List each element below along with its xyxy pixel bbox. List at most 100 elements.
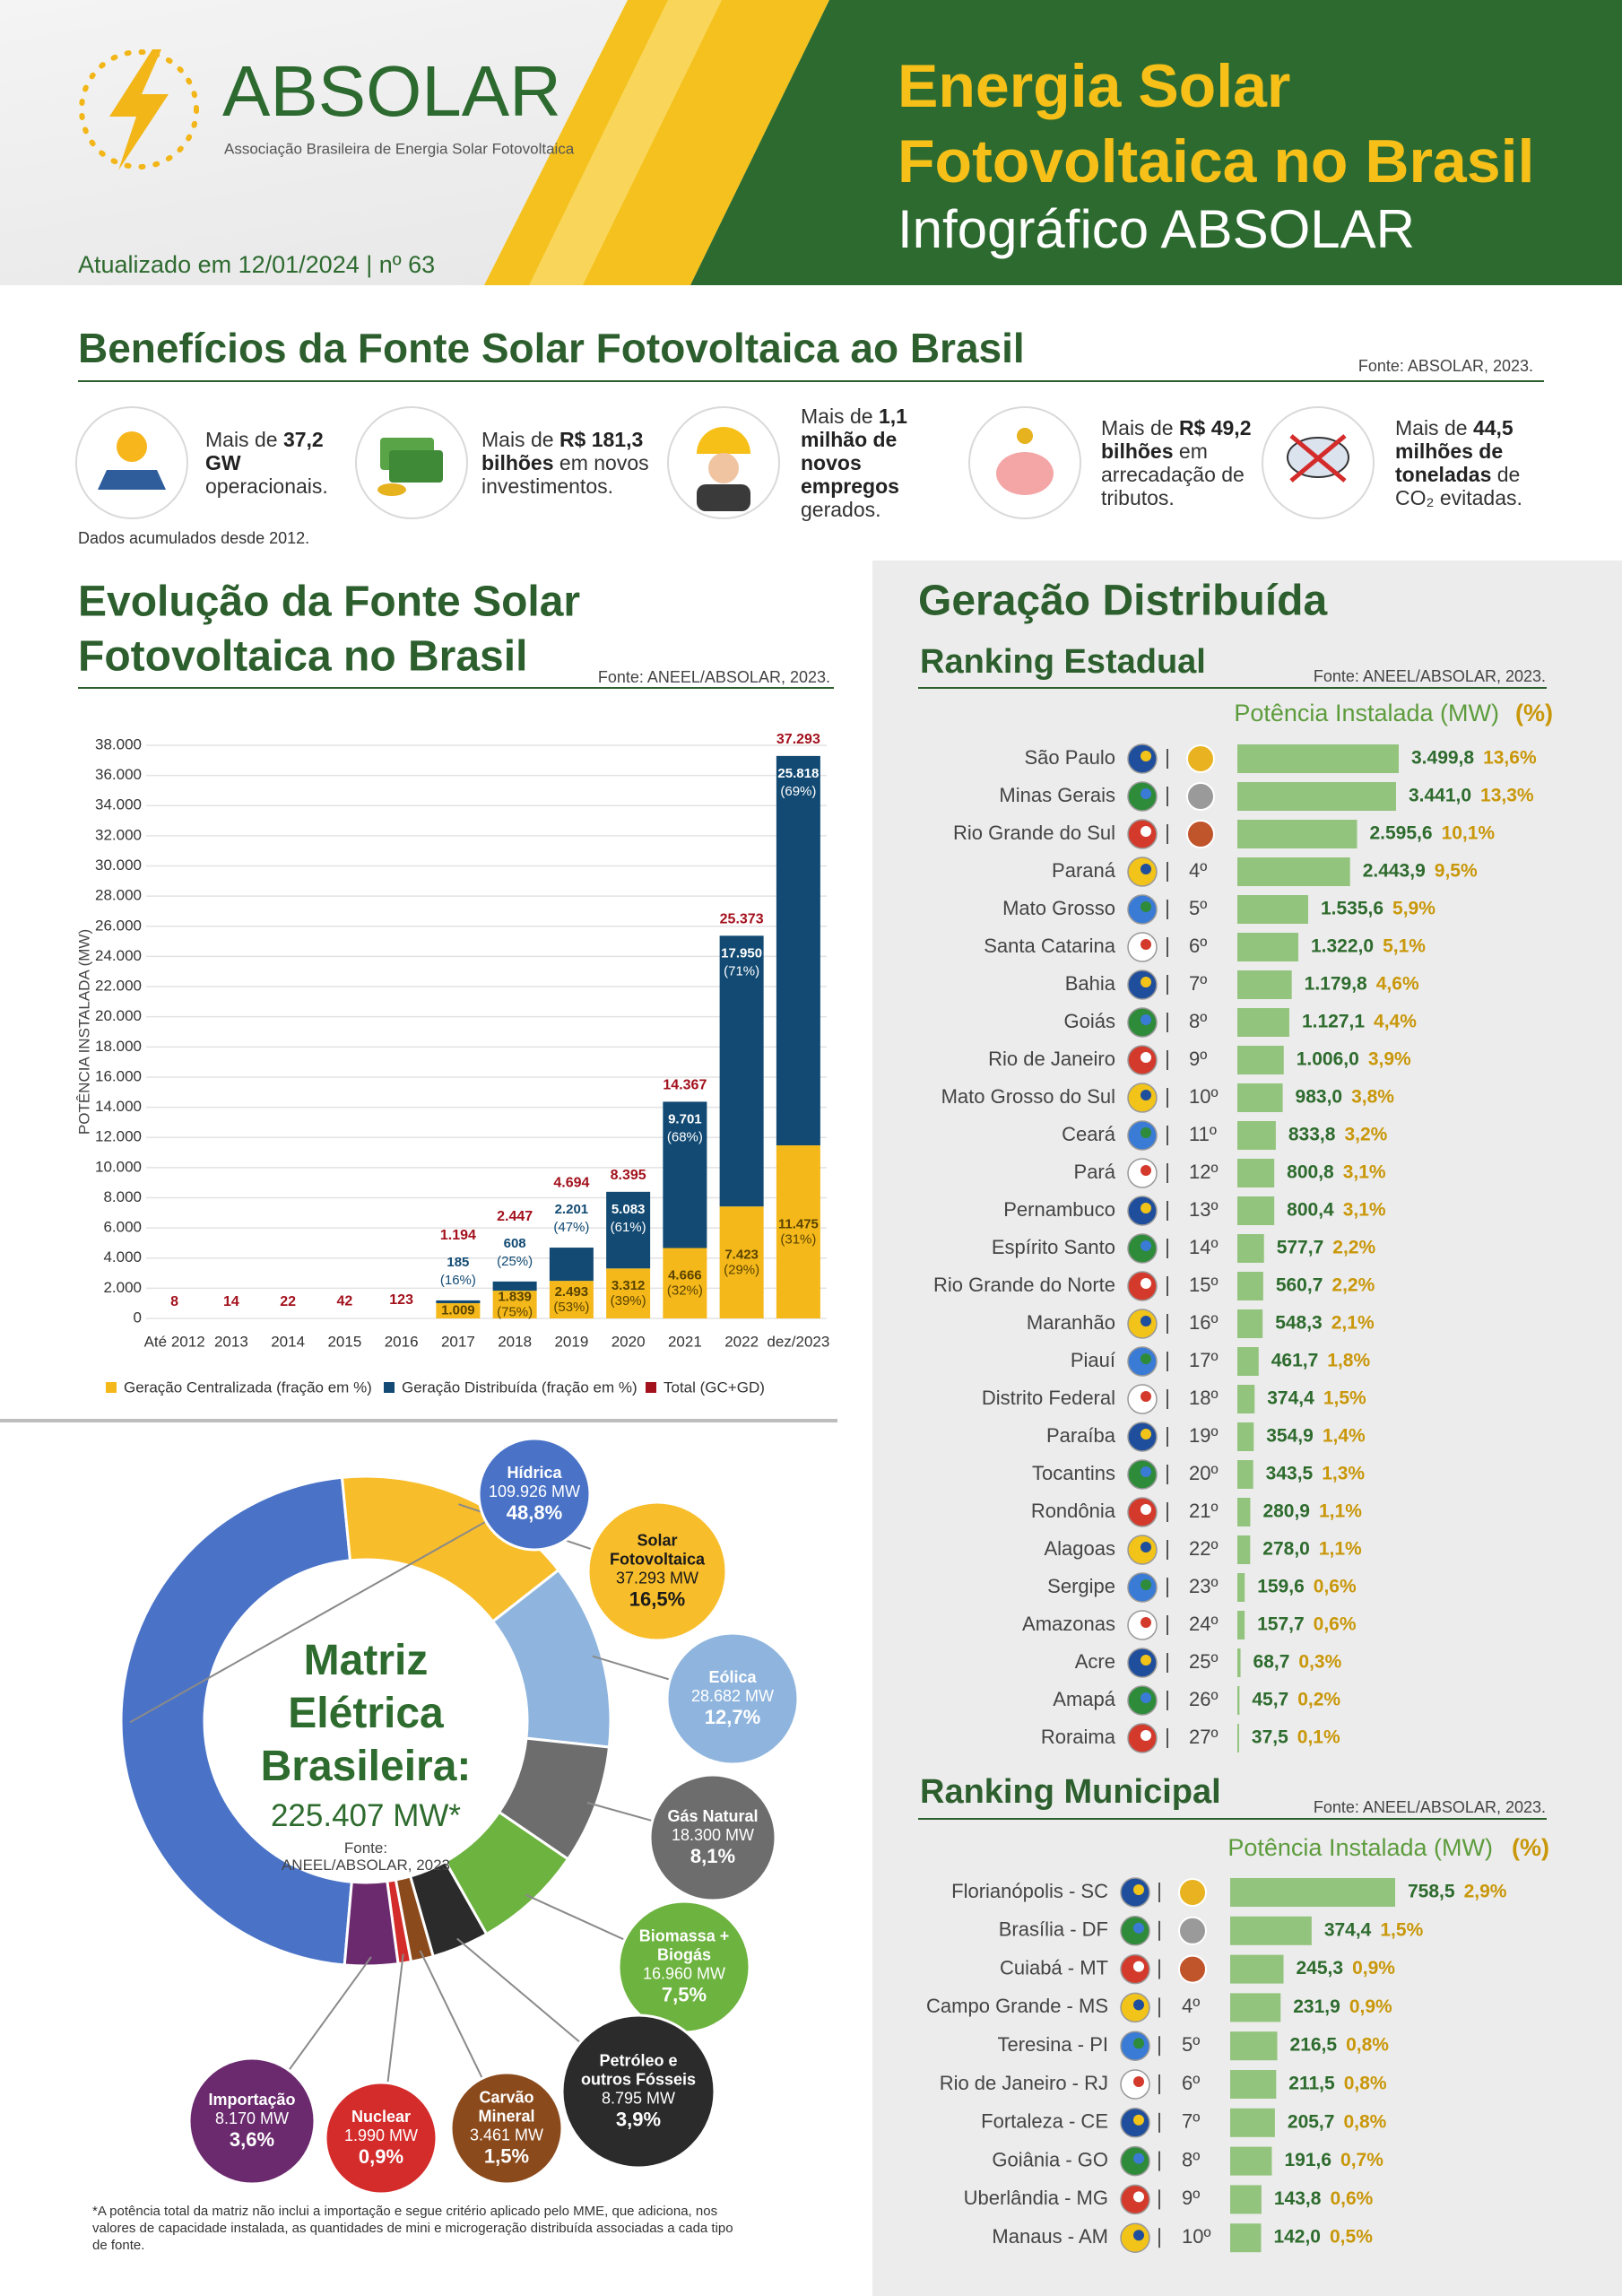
flag-icon-detail	[1141, 1504, 1151, 1515]
bar	[1237, 1535, 1251, 1564]
total-label: 14	[223, 1294, 239, 1309]
benefit-text-part: Mais de	[801, 404, 879, 428]
data-label: 608	[504, 1236, 526, 1251]
percent-label: 13,3%	[1480, 786, 1534, 806]
footnote: *A potência total da matriz não inclui a…	[92, 2204, 733, 2253]
bar-segment	[663, 1101, 707, 1248]
row-label: Pará	[1074, 1161, 1116, 1183]
row-label: Amapá	[1053, 1688, 1115, 1710]
benefit-text: Mais de R$ 181,3 bilhões em novos invest…	[481, 428, 656, 498]
bubble-category: Nuclear	[351, 2108, 412, 2126]
share-label: (61%)	[611, 1220, 646, 1235]
row-label: Manaus - AM	[992, 2225, 1108, 2248]
total-label: 37.293	[776, 732, 820, 747]
bar	[1237, 1724, 1239, 1752]
flag-icon-detail	[1141, 1203, 1151, 1213]
bubble-percent: 48,8%	[506, 1501, 563, 1524]
y-tick-label: 36.000	[95, 766, 142, 783]
bar	[1237, 1385, 1255, 1413]
rank-label: 8º	[1182, 2148, 1200, 2170]
percent-label: 0,7%	[1340, 2150, 1383, 2170]
benefit-text: Mais de 44,5 milhões de toneladas de CO₂…	[1395, 416, 1530, 509]
value-label: 3.441,0	[1409, 786, 1471, 806]
page-title-line: Fotovoltaica no Brasil	[898, 127, 1534, 196]
rank-label: 10º	[1189, 1085, 1219, 1108]
y-tick-label: 6.000	[103, 1219, 142, 1236]
rank-label: 18º	[1189, 1387, 1219, 1409]
update-info: Atualizado em 12/01/2024 | nº 63	[78, 251, 435, 278]
x-tick-label: 2013	[214, 1333, 248, 1350]
benefit-text-part: Mais de	[1395, 416, 1473, 439]
percent-label: 1,1%	[1319, 1539, 1362, 1560]
bubble-value: 1.990 MW	[343, 2126, 419, 2144]
bar	[1237, 1686, 1240, 1715]
bar	[1237, 1498, 1251, 1526]
share-label: (16%)	[440, 1273, 476, 1288]
share-label: (47%)	[553, 1220, 589, 1235]
share-label: (68%)	[667, 1129, 703, 1144]
row-label: Fortaleza - CE	[981, 2110, 1108, 2133]
benefit-text: Mais de 37,2 GW operacionais.	[205, 428, 340, 498]
bar-segment	[776, 1145, 820, 1318]
category-bubble	[560, 2013, 716, 2170]
total-label: 8.395	[611, 1168, 646, 1183]
row-label: Distrito Federal	[982, 1387, 1115, 1409]
bubble-value: 3.461 MW	[469, 2126, 544, 2144]
bubble-category: Biomassa + Biogás	[638, 1926, 730, 1964]
percent-label: 1,3%	[1322, 1464, 1365, 1484]
donut-source: Fonte:	[343, 1839, 388, 1857]
percent-label: 0,3%	[1298, 1652, 1341, 1673]
percent-header: (%)	[1512, 1834, 1549, 1861]
flag-icon-detail	[1141, 1165, 1151, 1176]
flag-icon-detail	[1133, 2152, 1144, 2164]
value-label: 37,5	[1252, 1727, 1288, 1748]
icon-money	[389, 450, 443, 483]
chart-title: Fotovoltaica no Brasil	[78, 633, 527, 681]
y-tick-label: 34.000	[95, 796, 142, 813]
pie-slice	[119, 1475, 353, 1967]
row-label: Rio Grande do Sul	[953, 822, 1115, 844]
value-label: 143,8	[1274, 2188, 1322, 2209]
donut-total: 225.407 MW*	[270, 1798, 462, 1833]
row-label: Goiânia - GO	[992, 2148, 1108, 2170]
source-note: Fonte: ANEEL/ABSOLAR, 2023.	[1314, 667, 1546, 685]
value-label: 1.006,0	[1297, 1049, 1359, 1070]
value-label: 2.443,9	[1363, 861, 1426, 882]
rank-label: 5º	[1189, 897, 1207, 919]
total-label: 123	[389, 1292, 413, 1308]
section-title: Benefícios da Fonte Solar Fotovoltaica a…	[78, 325, 1025, 371]
bar-segment	[436, 1300, 481, 1304]
flag-icon-detail	[1141, 1391, 1151, 1402]
rank-label: 16º	[1189, 1311, 1219, 1334]
bar	[1230, 2185, 1262, 2214]
flag-icon-detail	[1141, 1429, 1151, 1439]
icon-coins	[377, 483, 406, 496]
row-label: Amazonas	[1022, 1613, 1115, 1635]
flag-icon-detail	[1141, 977, 1151, 987]
bubble-text: Biomassa + Biogás 16.960 MW 7,5%	[629, 1927, 740, 2007]
total-label: 14.367	[663, 1078, 707, 1093]
row-label: Acre	[1075, 1650, 1115, 1673]
percent-label: 3,1%	[1343, 1162, 1386, 1183]
flag-icon-detail	[1141, 1052, 1151, 1063]
bubble-text: Hídrica 109.926 MW 48,8%	[487, 1464, 581, 1525]
connector	[129, 1493, 535, 1724]
logo-icon	[79, 49, 199, 170]
total-label: 2.447	[497, 1209, 533, 1224]
percent-label: 5,9%	[1392, 899, 1436, 919]
bubble-value: 109.926 MW	[488, 1483, 581, 1500]
rank-label: 4º	[1189, 859, 1207, 882]
percent-label: 1,5%	[1323, 1388, 1366, 1409]
percent-label: 0,8%	[1343, 2111, 1386, 2132]
y-tick-label: 24.000	[95, 947, 142, 964]
donut-center: Matriz Elétrica Brasileira: 225.407 MW* Fo…	[213, 1634, 518, 1874]
value-label: 3.499,8	[1411, 748, 1474, 769]
legend-label: Total (GC+GD)	[664, 1378, 765, 1396]
bar	[1237, 1347, 1259, 1376]
bar	[1237, 782, 1396, 811]
bar	[1237, 1611, 1245, 1639]
section-title: Geração Distribuída	[918, 578, 1327, 625]
bar-segment	[549, 1248, 594, 1282]
row-label: Paraná	[1052, 859, 1116, 882]
share-label: (39%)	[611, 1293, 646, 1309]
